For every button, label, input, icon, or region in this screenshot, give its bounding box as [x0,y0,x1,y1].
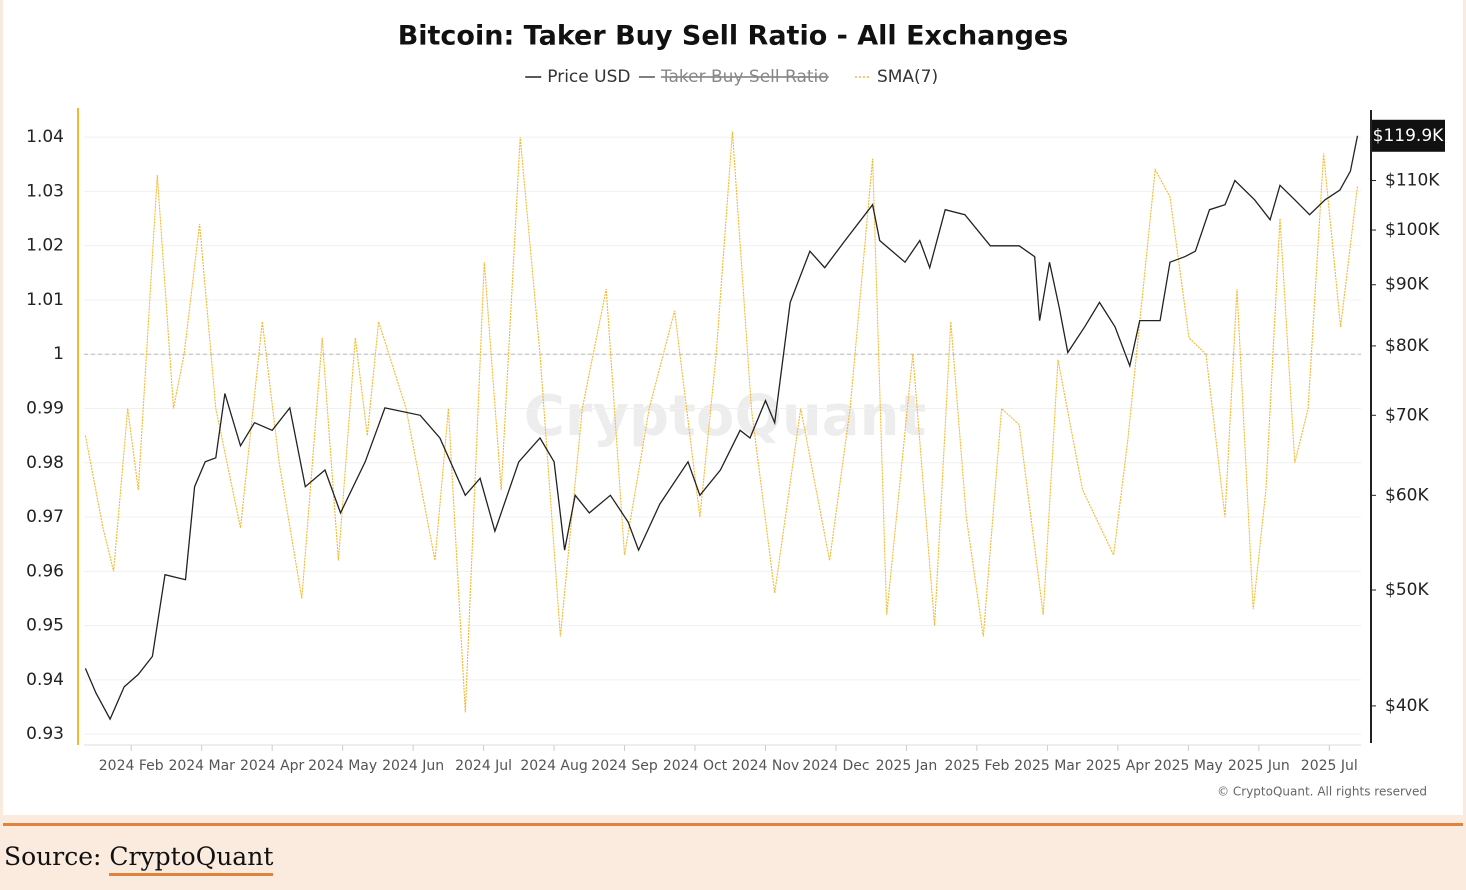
y-tick-label: 0.99 [26,399,64,419]
y-tick-label: 0.96 [26,561,64,581]
y2-tick-label: $110K [1385,171,1440,191]
x-tick-label: 2024 Dec [802,758,869,774]
y2-tick-label: $60K [1385,485,1429,505]
x-tick-label: 2024 Aug [520,758,587,774]
source-name: CryptoQuant [109,842,274,876]
x-tick-label: 2025 Jun [1228,758,1290,774]
y-tick-label: 0.93 [26,724,64,744]
x-tick-label: 2025 Jan [876,758,938,774]
x-tick-label: 2024 Jun [382,758,444,774]
y-tick-label: 1 [53,344,64,364]
footer: Source: CryptoQuant [4,842,274,876]
sma-line [84,131,1359,713]
y-tick-label: 0.94 [26,670,64,690]
y-tick-label: 1.02 [26,236,64,256]
y-tick-label: 0.95 [26,616,64,636]
legend-label: Taker Buy Sell Ratio [660,67,829,87]
y2-tick-label: $50K [1385,580,1429,600]
x-tick-label: 2024 May [308,758,377,774]
x-tick-label: 2025 Feb [944,758,1009,774]
chart: Bitcoin: Taker Buy Sell Ratio - All Exch… [26,21,1445,799]
value-label-box [1372,119,1445,152]
divider [3,823,1463,826]
x-tick-label: 2024 Nov [732,758,799,774]
y-tick-label: 1.01 [26,290,64,310]
chart-card [3,0,1463,815]
legend-label: SMA(7) [877,67,938,87]
x-tick-label: 2024 Apr [240,758,305,774]
watermark: CryptoQuant [524,384,926,449]
x-tick-label: 2024 Mar [168,758,235,774]
credit: © CryptoQuant. All rights reserved [1217,785,1427,799]
price-line [84,135,1359,721]
x-tick-label: 2024 Sep [591,758,658,774]
y2-tick-label: $100K [1385,220,1440,240]
y-tick-label: 0.97 [26,507,64,527]
x-tick-label: 2024 Jul [455,758,512,774]
chart-title: Bitcoin: Taker Buy Sell Ratio - All Exch… [398,21,1069,52]
y2-tick-label: $80K [1385,336,1429,356]
value-label: $119.9K [1373,126,1444,146]
legend-label: Price USD [547,67,630,87]
y-tick-label: 1.04 [26,127,64,147]
source-label: Source: [4,842,102,871]
x-tick-label: 2025 Jul [1301,758,1358,774]
y-tick-label: 0.98 [26,453,64,473]
x-tick-label: 2025 Mar [1014,758,1081,774]
x-tick-label: 2025 May [1154,758,1223,774]
y2-tick-label: $90K [1385,275,1429,295]
y-tick-label: 1.03 [26,181,64,201]
x-tick-label: 2024 Feb [99,758,164,774]
y2-tick-label: $70K [1385,405,1429,425]
y2-tick-label: $40K [1385,696,1429,716]
x-tick-label: 2024 Oct [663,758,728,774]
x-tick-label: 2025 Apr [1086,758,1151,774]
